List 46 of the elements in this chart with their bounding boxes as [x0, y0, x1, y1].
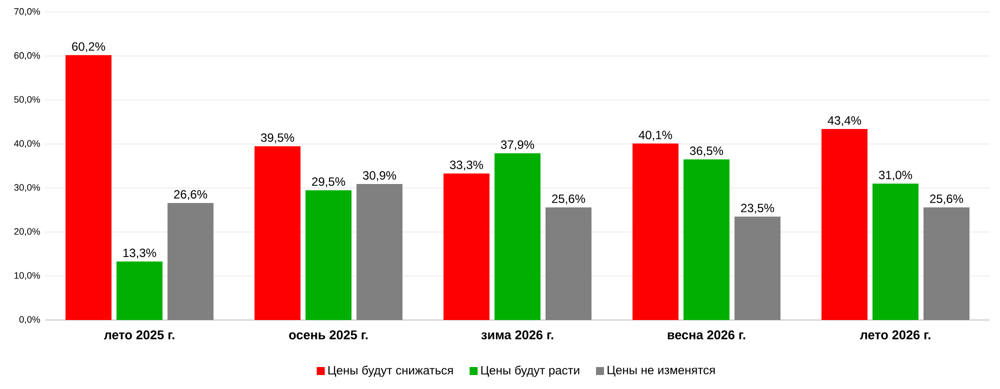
- bar: [923, 207, 970, 320]
- data-label: 26,6%: [174, 190, 208, 200]
- data-label: 33,3%: [450, 160, 484, 171]
- y-tick-label: 10,0%: [14, 272, 40, 280]
- legend-label: Цены будут снижаться: [328, 366, 453, 377]
- data-label: 31,0%: [878, 170, 912, 181]
- y-tick-label: 0,0%: [19, 316, 40, 324]
- x-tick-label: лето 2025 г.: [104, 330, 174, 340]
- x-tick-label: осень 2025 г.: [289, 330, 368, 340]
- bar: [546, 207, 592, 320]
- y-tick-label: 60,0%: [14, 52, 40, 60]
- data-label: 25,6%: [552, 194, 586, 204]
- data-label: 13,3%: [123, 248, 156, 259]
- x-tick-label: лето 2026 г.: [860, 330, 930, 340]
- data-label: 43,4%: [828, 116, 862, 126]
- bar: [872, 184, 918, 320]
- y-tick-label: 50,0%: [14, 96, 40, 104]
- bar: [254, 146, 301, 320]
- data-label: 37,9%: [500, 140, 534, 150]
- bar: [306, 190, 352, 320]
- bar: [684, 159, 730, 320]
- x-tick-label: весна 2026 г.: [668, 330, 746, 340]
- bar: [632, 144, 678, 320]
- data-label: 23,5%: [741, 204, 774, 214]
- bar: [494, 153, 540, 320]
- bar: [444, 173, 490, 320]
- bar: [821, 129, 868, 320]
- bar: [356, 184, 403, 320]
- data-label: 29,5%: [312, 177, 346, 188]
- legend-label: Цены не изменятся: [608, 366, 715, 377]
- x-tick-label: зима 2026 г.: [481, 330, 554, 340]
- y-tick-label: 70,0%: [14, 8, 40, 16]
- data-label: 36,5%: [690, 146, 724, 156]
- bar: [116, 261, 163, 320]
- bar: [734, 216, 780, 320]
- data-label: 30,9%: [362, 171, 396, 182]
- y-tick-label: 30,0%: [14, 184, 40, 192]
- data-label: 39,5%: [260, 133, 294, 144]
- data-label: 25,6%: [930, 194, 964, 204]
- bar: [66, 55, 112, 320]
- data-label: 40,1%: [638, 130, 672, 141]
- y-tick-label: 20,0%: [14, 228, 40, 236]
- legend-label: Цены будут расти: [481, 366, 580, 377]
- data-label: 60,2%: [72, 42, 106, 52]
- y-tick-label: 40,0%: [14, 140, 40, 148]
- bar: [168, 202, 214, 320]
